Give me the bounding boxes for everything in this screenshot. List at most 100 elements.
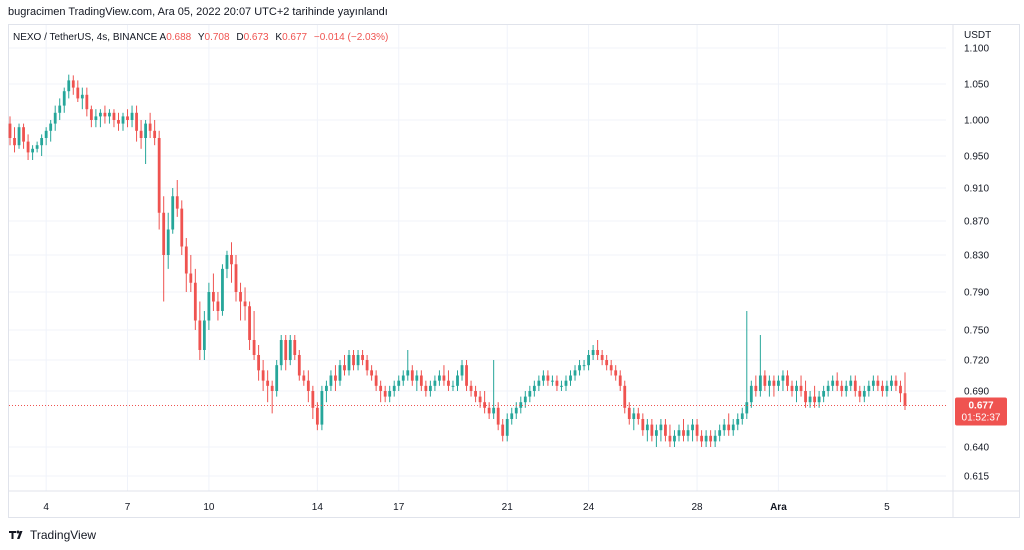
- candle-body[interactable]: [53, 112, 57, 124]
- candle-body[interactable]: [80, 94, 84, 99]
- candle-body[interactable]: [279, 340, 283, 366]
- candle-body[interactable]: [189, 273, 193, 283]
- candle-body[interactable]: [519, 402, 523, 408]
- candle-body[interactable]: [121, 116, 125, 124]
- candle-body[interactable]: [438, 375, 441, 381]
- candle-body[interactable]: [180, 208, 184, 247]
- candle-body[interactable]: [564, 380, 568, 386]
- candle-body[interactable]: [175, 196, 179, 209]
- candle-body[interactable]: [198, 320, 202, 351]
- candle-body[interactable]: [71, 80, 75, 88]
- candle-body[interactable]: [117, 120, 120, 124]
- candle-body[interactable]: [523, 396, 527, 403]
- symbol-label[interactable]: NEXO / TetherUS, 4s, BINANCE: [13, 32, 158, 43]
- candle-body[interactable]: [352, 355, 355, 366]
- candle-body[interactable]: [26, 141, 30, 153]
- candle-body[interactable]: [89, 109, 93, 120]
- candle-body[interactable]: [302, 375, 306, 381]
- candle-body[interactable]: [758, 375, 762, 392]
- candle-body[interactable]: [428, 385, 432, 391]
- candle-body[interactable]: [184, 246, 188, 274]
- candle-body[interactable]: [505, 419, 509, 436]
- candle-body[interactable]: [447, 380, 450, 386]
- candle-body[interactable]: [645, 424, 649, 431]
- last-price-tag[interactable]: [955, 397, 1007, 426]
- candle-body[interactable]: [284, 340, 288, 360]
- candle-body[interactable]: [767, 380, 771, 386]
- candle-body[interactable]: [460, 365, 464, 376]
- candle-body[interactable]: [853, 380, 857, 391]
- candle-body[interactable]: [44, 130, 48, 138]
- candle-body[interactable]: [650, 424, 654, 436]
- candle-body[interactable]: [451, 385, 455, 387]
- candle-body[interactable]: [867, 385, 871, 391]
- candle-body[interactable]: [243, 301, 247, 307]
- candle-body[interactable]: [419, 375, 423, 386]
- candle-body[interactable]: [618, 375, 622, 386]
- candle-body[interactable]: [510, 413, 514, 419]
- candle-body[interactable]: [668, 435, 672, 442]
- candle-body[interactable]: [623, 385, 627, 408]
- candle-body[interactable]: [252, 340, 256, 355]
- candle-body[interactable]: [831, 380, 835, 386]
- candle-body[interactable]: [695, 424, 699, 436]
- candle-body[interactable]: [212, 292, 215, 302]
- candle-body[interactable]: [555, 380, 559, 386]
- candle-body[interactable]: [673, 435, 676, 442]
- candle-body[interactable]: [139, 130, 143, 138]
- tradingview-branding[interactable]: TradingView: [8, 528, 96, 542]
- candle-body[interactable]: [880, 385, 884, 391]
- candle-body[interactable]: [347, 355, 351, 371]
- candle-body[interactable]: [817, 396, 821, 403]
- candle-body[interactable]: [501, 424, 505, 436]
- candle-body[interactable]: [103, 112, 107, 117]
- candle-body[interactable]: [67, 80, 71, 92]
- candle-body[interactable]: [541, 375, 545, 381]
- candle-body[interactable]: [587, 355, 590, 366]
- candle-body[interactable]: [162, 212, 166, 255]
- candle-body[interactable]: [148, 123, 152, 131]
- candle-body[interactable]: [410, 370, 414, 381]
- candle-body[interactable]: [22, 127, 25, 142]
- candle-body[interactable]: [795, 385, 798, 391]
- candle-body[interactable]: [293, 340, 297, 355]
- candle-body[interactable]: [560, 385, 563, 387]
- candle-body[interactable]: [266, 380, 270, 386]
- candle-body[interactable]: [736, 419, 740, 425]
- candle-body[interactable]: [790, 385, 794, 391]
- candle-body[interactable]: [862, 391, 866, 397]
- candle-body[interactable]: [383, 391, 387, 397]
- candle-body[interactable]: [433, 380, 437, 386]
- candle-body[interactable]: [379, 385, 383, 391]
- candle-body[interactable]: [370, 370, 374, 376]
- candle-body[interactable]: [641, 419, 645, 431]
- candle-body[interactable]: [718, 430, 722, 436]
- candle-body[interactable]: [487, 407, 491, 414]
- candle-body[interactable]: [166, 229, 170, 256]
- candle-body[interactable]: [636, 413, 640, 419]
- candle-body[interactable]: [704, 435, 708, 442]
- candle-body[interactable]: [325, 385, 328, 391]
- candle-body[interactable]: [311, 391, 315, 408]
- candle-body[interactable]: [275, 365, 279, 391]
- candle-body[interactable]: [306, 380, 310, 391]
- candle-body[interactable]: [528, 391, 532, 397]
- candle-body[interactable]: [754, 385, 758, 391]
- candle-body[interactable]: [740, 413, 744, 419]
- candle-body[interactable]: [99, 112, 102, 117]
- candle-body[interactable]: [849, 380, 853, 386]
- candle-body[interactable]: [234, 264, 238, 292]
- candle-body[interactable]: [13, 138, 16, 146]
- candle-body[interactable]: [261, 370, 265, 381]
- candle-body[interactable]: [709, 435, 713, 442]
- candle-body[interactable]: [632, 413, 636, 419]
- candle-body[interactable]: [94, 116, 98, 120]
- candle-body[interactable]: [202, 320, 206, 351]
- candle-body[interactable]: [62, 91, 66, 106]
- candle-body[interactable]: [596, 350, 600, 355]
- candle-body[interactable]: [772, 380, 776, 386]
- candle-body[interactable]: [356, 355, 360, 366]
- candle-body[interactable]: [609, 365, 613, 371]
- candle-body[interactable]: [682, 430, 685, 436]
- candle-body[interactable]: [600, 355, 604, 360]
